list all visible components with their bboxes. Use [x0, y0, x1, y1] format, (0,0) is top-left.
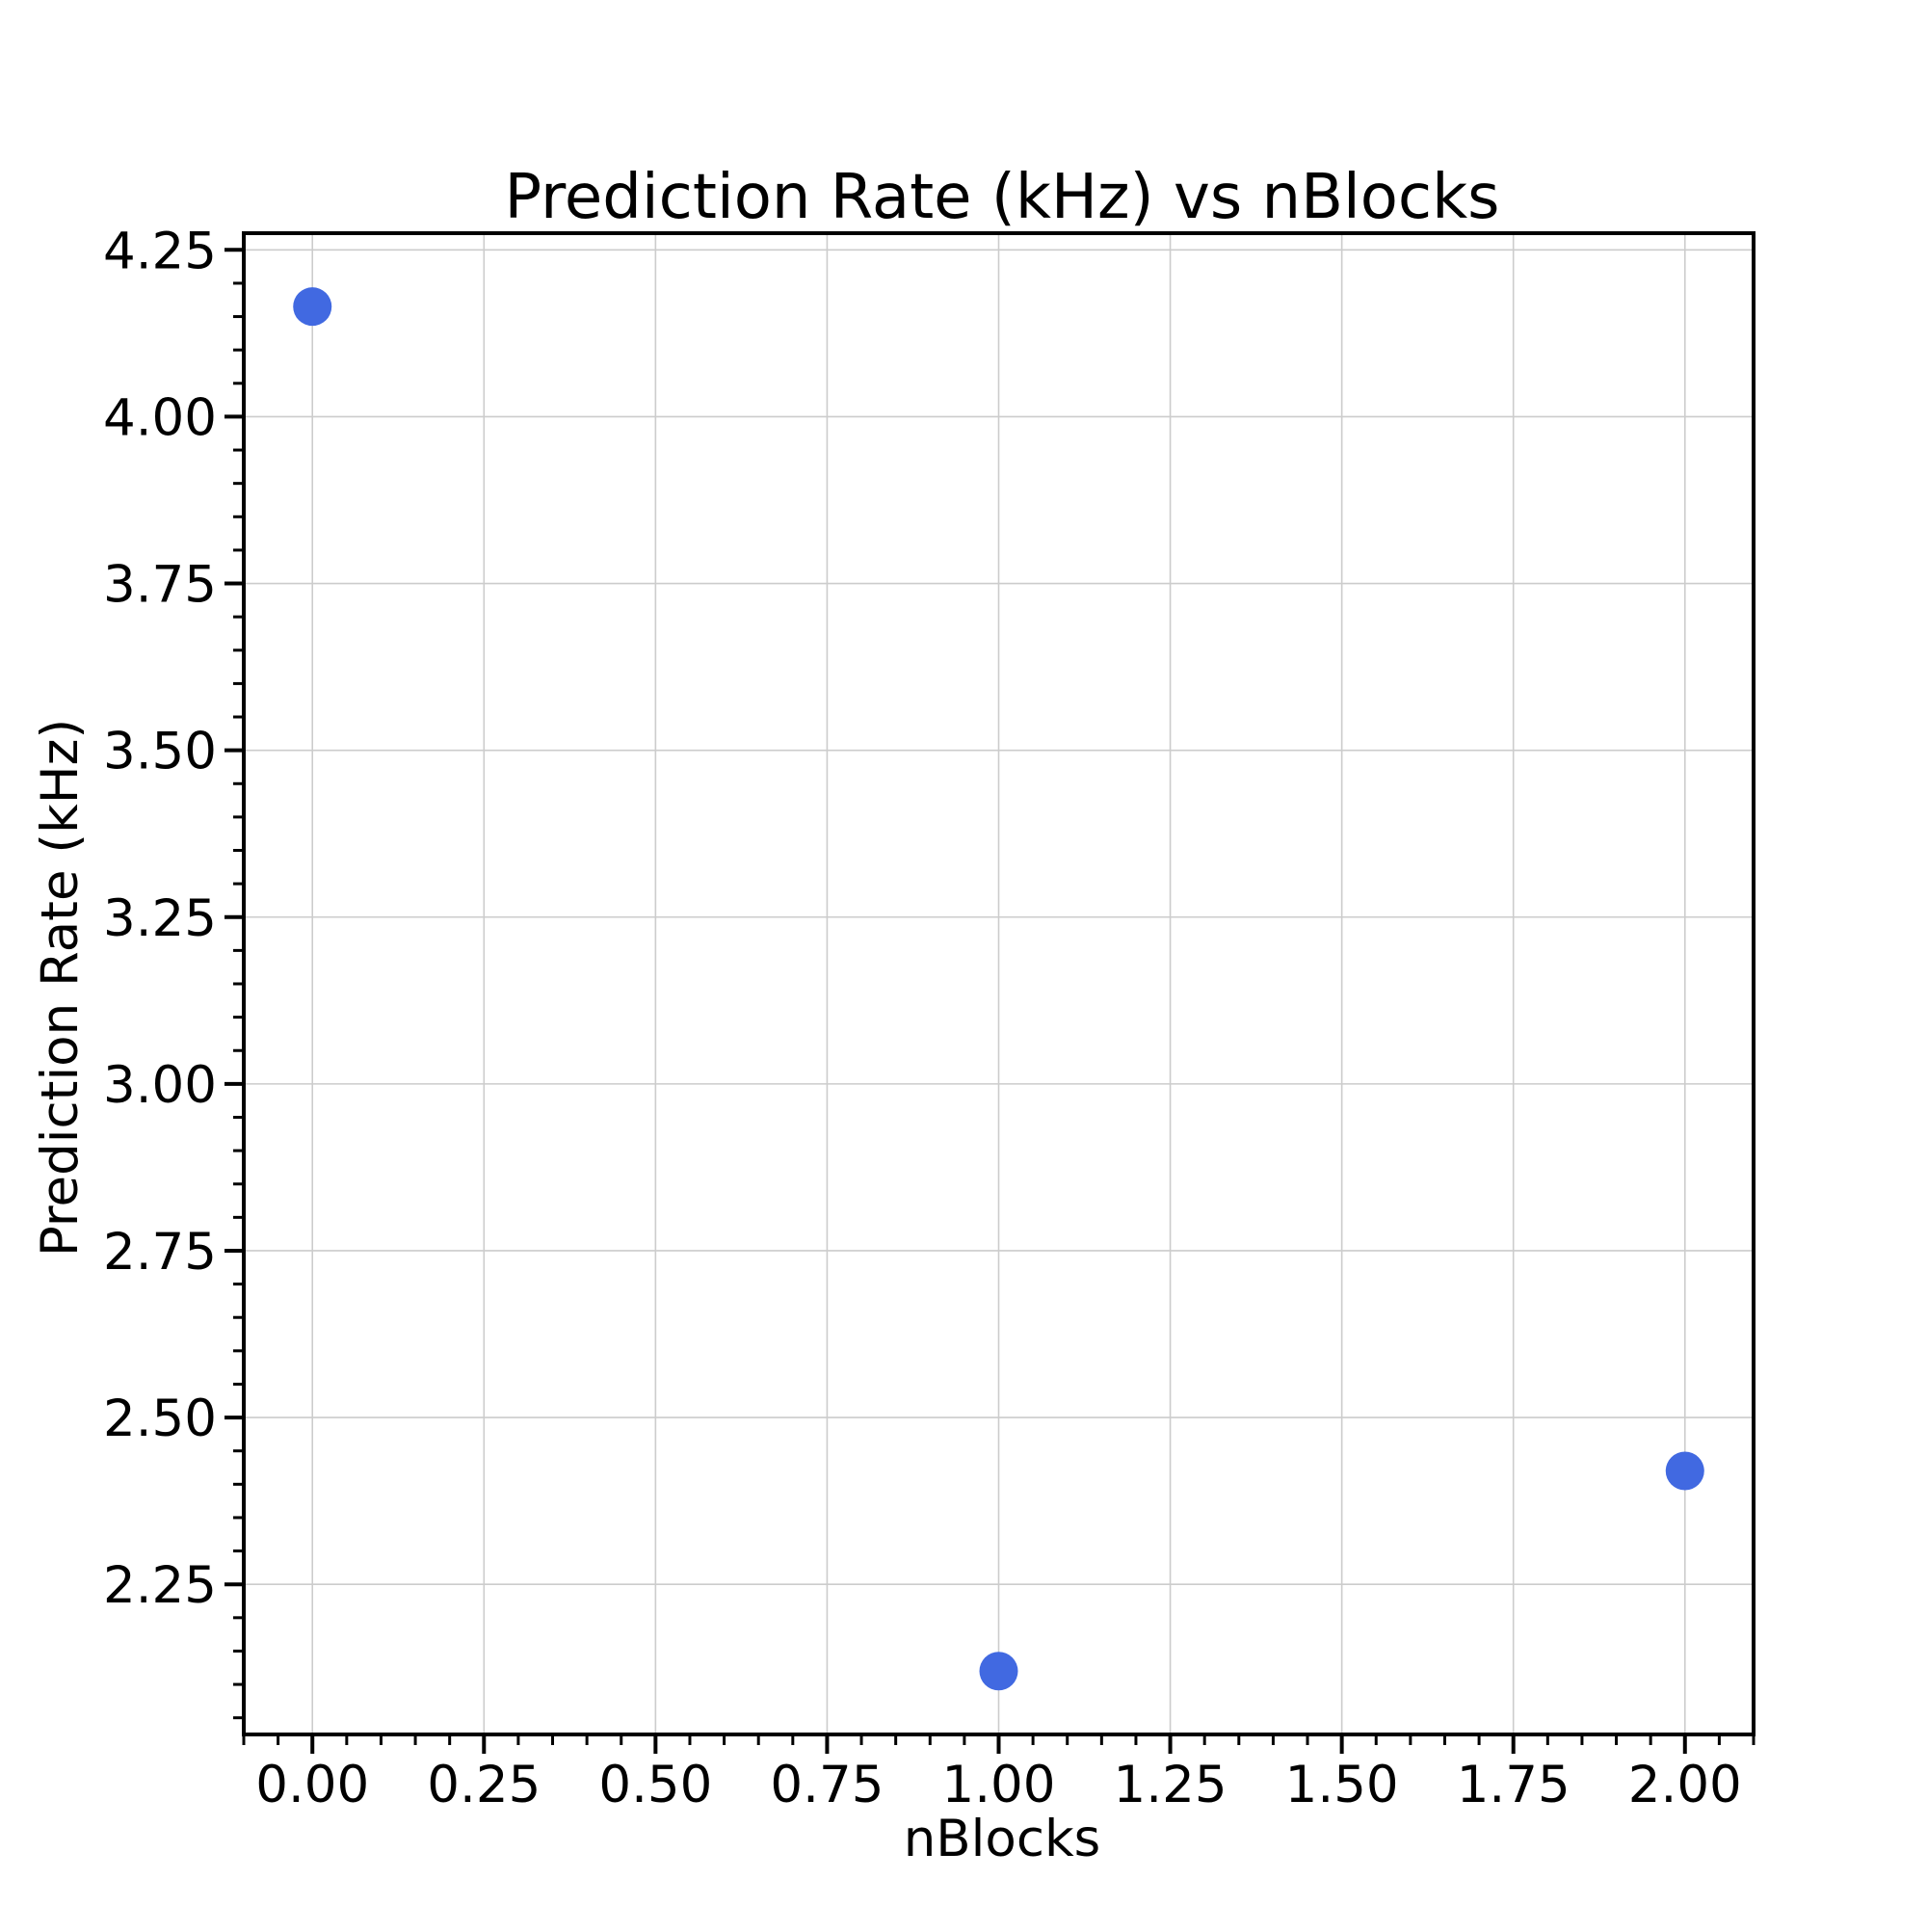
data-point	[979, 1652, 1018, 1691]
y-axis-title: Prediction Rate (kHz)	[31, 719, 90, 1257]
tick-labels: 0.00 0.25 0.50 0.75 1.00 1.25 1.50 1.75 2.00 2.25…	[103, 222, 1742, 1814]
axis-ticks	[224, 248, 1755, 1754]
y-tick-label: 2.50	[103, 1389, 217, 1448]
data-points	[293, 287, 1704, 1691]
x-tick-label: 0.75	[770, 1756, 884, 1814]
x-tick-label: 1.50	[1285, 1756, 1399, 1814]
x-axis-title: nBlocks	[904, 1810, 1101, 1868]
y-tick-label: 3.75	[103, 556, 217, 615]
y-tick-label: 4.00	[103, 388, 217, 447]
data-point	[1665, 1451, 1704, 1491]
y-tick-label: 2.75	[103, 1223, 217, 1282]
x-tick-label: 1.75	[1457, 1756, 1571, 1814]
y-tick-label: 2.25	[103, 1556, 217, 1615]
y-tick-label: 4.25	[103, 222, 217, 280]
x-tick-label: 0.00	[255, 1756, 369, 1814]
y-tick-label: 3.50	[103, 723, 217, 781]
chart-title: Prediction Rate (kHz) vs nBlocks	[505, 162, 1500, 233]
grid-lines	[244, 233, 1754, 1734]
y-tick-label: 3.00	[103, 1056, 217, 1115]
x-tick-label: 0.50	[598, 1756, 712, 1814]
x-tick-label: 0.25	[427, 1756, 541, 1814]
x-tick-label: 2.00	[1628, 1756, 1742, 1814]
data-point	[293, 287, 332, 327]
x-tick-label: 1.25	[1114, 1756, 1227, 1814]
y-tick-label: 3.25	[103, 889, 217, 948]
x-tick-label: 1.00	[941, 1756, 1055, 1814]
